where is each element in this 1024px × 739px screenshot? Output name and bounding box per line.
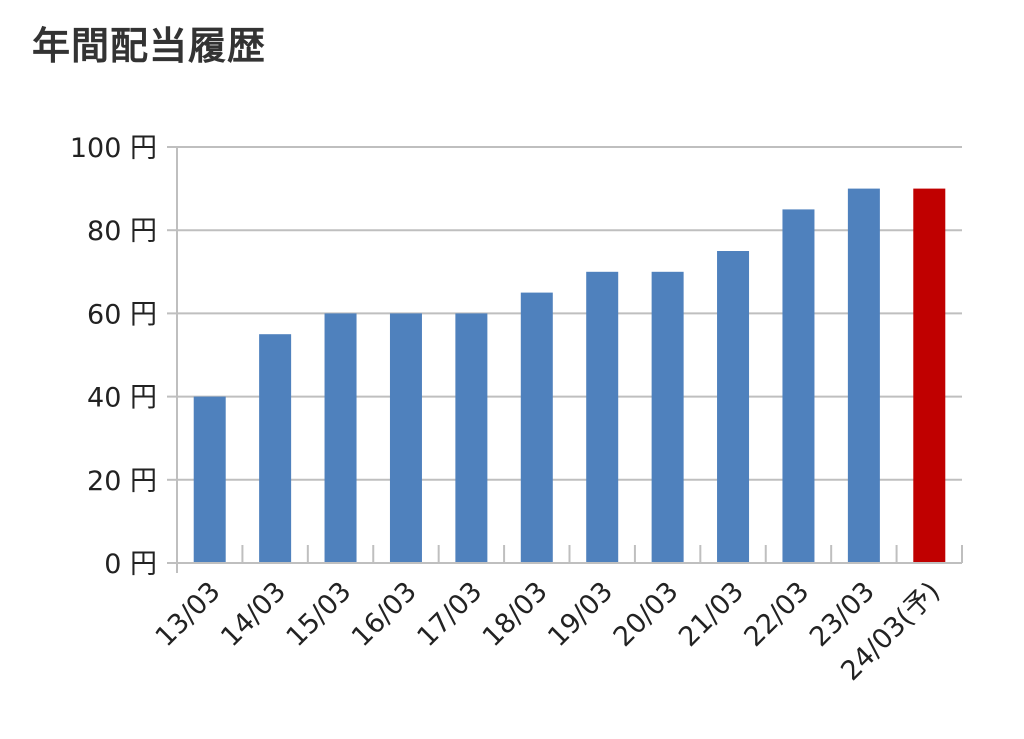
y-tick-label: 60 円	[87, 299, 157, 330]
y-tick-label: 40 円	[87, 383, 157, 414]
y-tick-label: 20 円	[87, 466, 157, 497]
bar-16-03	[389, 313, 422, 563]
bars	[193, 188, 946, 563]
bar-21-03	[717, 251, 750, 563]
x-tick-label: 16/03	[346, 576, 423, 653]
x-tick-label: 13/03	[150, 576, 227, 653]
bar-14-03	[259, 334, 292, 563]
bar-23-03	[847, 188, 880, 563]
bar-19-03	[586, 271, 619, 563]
x-tick-label: 17/03	[411, 576, 488, 653]
x-tick-label: 19/03	[542, 576, 619, 653]
bar-15-03	[324, 313, 357, 563]
x-tick-labels: 13/0314/0315/0316/0317/0318/0319/0320/03…	[150, 576, 947, 687]
bar-20-03	[651, 271, 684, 563]
bar-22-03	[782, 209, 815, 563]
x-tick-label: 22/03	[738, 576, 815, 653]
x-tick-label: 18/03	[477, 576, 554, 653]
y-tick-label: 100 円	[70, 133, 157, 164]
bar-13-03	[193, 396, 226, 563]
bar-18-03	[520, 292, 553, 563]
axes	[167, 146, 963, 573]
x-tick-label: 15/03	[281, 576, 358, 653]
x-tick-label: 14/03	[215, 576, 292, 653]
y-tick-labels: 0 円 20 円 40 円 60 円 80 円 100 円	[70, 133, 157, 580]
x-tick-label: 21/03	[673, 576, 750, 653]
x-tick-label: 20/03	[608, 576, 685, 653]
gridlines	[177, 146, 962, 481]
bar-17-03	[455, 313, 488, 563]
bar-24-03---	[913, 188, 946, 563]
y-tick-label: 0 円	[104, 549, 157, 580]
y-tick-label: 80 円	[87, 216, 157, 247]
chart-title: 年間配当履歴	[32, 24, 267, 68]
